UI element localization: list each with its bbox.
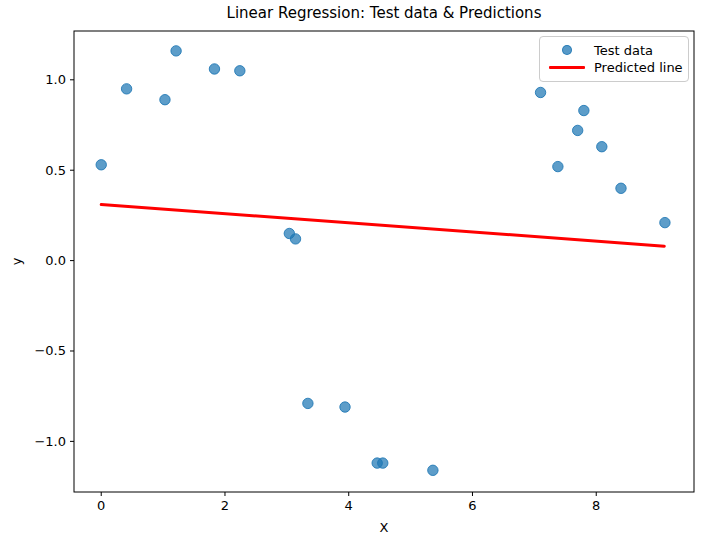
x-tick-label: 6 — [468, 498, 476, 513]
scatter-marker-icon — [562, 45, 572, 55]
scatter-point — [160, 94, 170, 104]
scatter-point — [96, 160, 106, 170]
legend-label-predicted-line: Predicted line — [594, 60, 683, 75]
legend-marker-cell — [549, 66, 585, 69]
x-tick-label: 4 — [345, 498, 353, 513]
matplotlib-figure: Linear Regression: Test data & Predictio… — [0, 0, 703, 545]
scatter-point — [209, 64, 219, 74]
scatter-point — [553, 161, 563, 171]
y-tick-label: −0.5 — [34, 343, 66, 358]
legend-item-test-data: Test data — [549, 43, 680, 58]
legend-marker-cell — [549, 45, 585, 55]
legend-item-predicted-line: Predicted line — [549, 60, 680, 75]
scatter-point — [303, 398, 313, 408]
scatter-point — [572, 125, 582, 135]
y-tick-label: −1.0 — [34, 434, 66, 449]
scatter-point — [428, 465, 438, 475]
scatter-point — [378, 458, 388, 468]
scatter-point — [660, 217, 670, 227]
predicted-line — [101, 205, 664, 247]
scatter-point — [616, 183, 626, 193]
scatter-point — [597, 142, 607, 152]
scatter-point — [535, 87, 545, 97]
legend-label-test-data: Test data — [594, 43, 653, 58]
scatter-point — [340, 402, 350, 412]
scatter-point — [235, 66, 245, 76]
x-tick-label: 2 — [221, 498, 229, 513]
y-tick-label: 0.0 — [45, 253, 66, 268]
scatter-point — [121, 84, 131, 94]
y-tick-label: 0.5 — [45, 163, 66, 178]
x-tick-label: 8 — [592, 498, 600, 513]
x-tick-label: 0 — [97, 498, 105, 513]
y-tick-label: 1.0 — [45, 72, 66, 87]
legend: Test data Predicted line — [539, 36, 689, 82]
line-marker-icon — [549, 66, 585, 69]
y-axis-label: y — [9, 232, 24, 292]
scatter-point — [579, 105, 589, 115]
x-axis-label: X — [74, 520, 694, 535]
scatter-point — [171, 46, 181, 56]
scatter-point — [290, 234, 300, 244]
